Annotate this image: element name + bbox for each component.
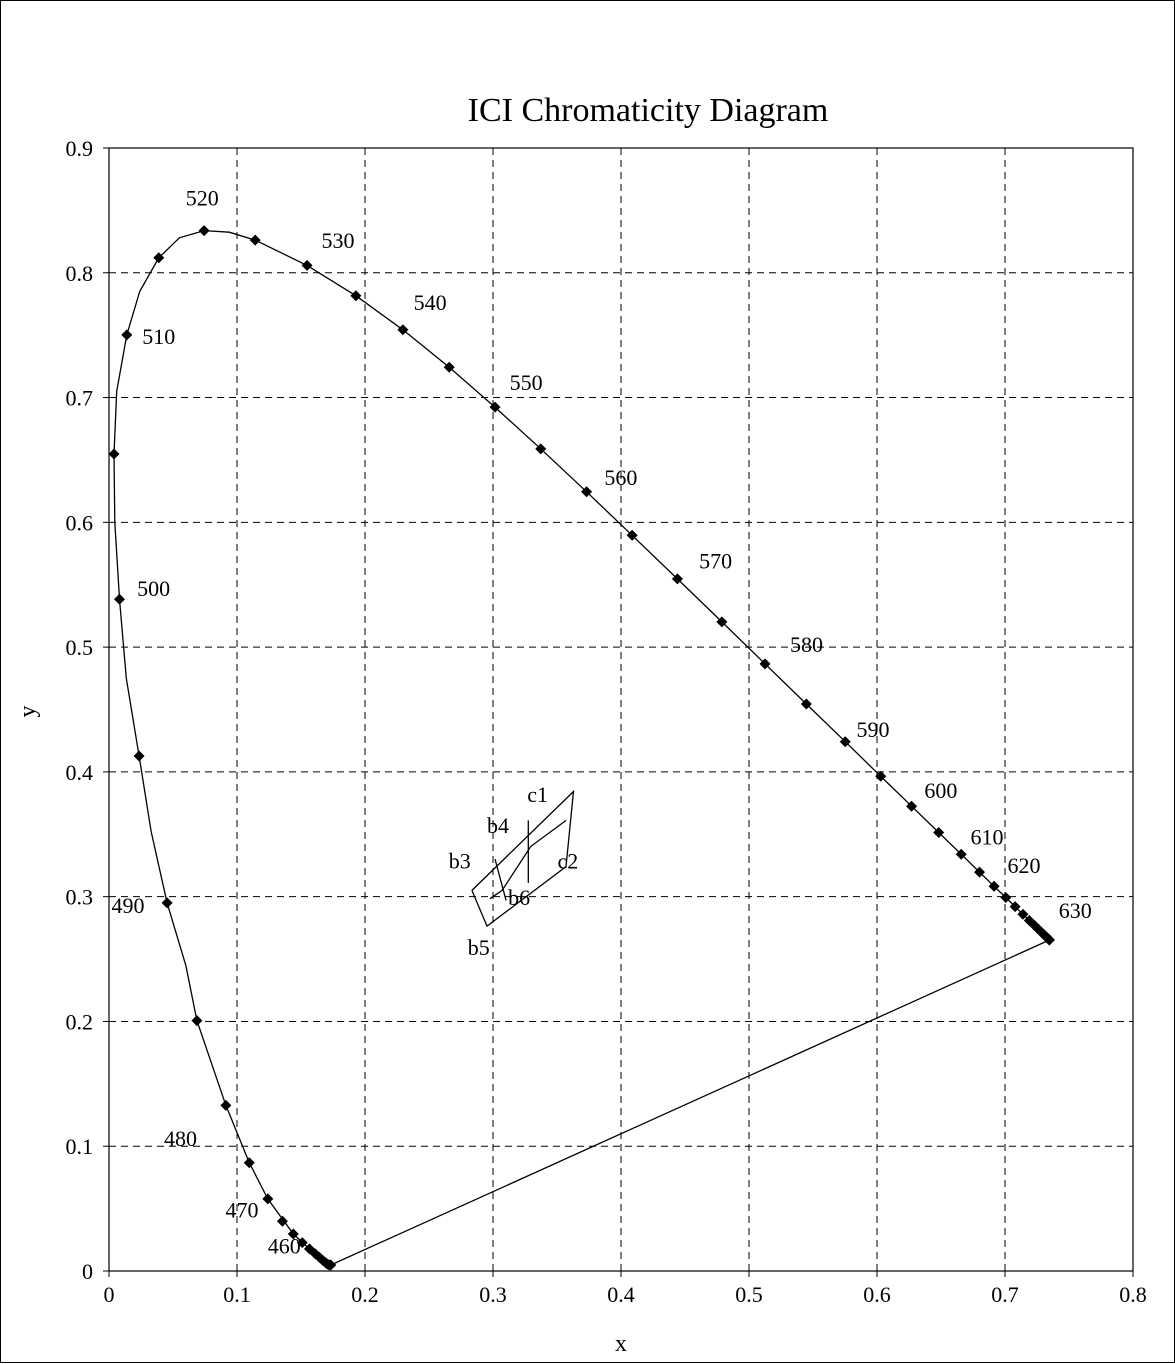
locus-marker xyxy=(535,443,547,455)
locus-marker xyxy=(198,225,210,237)
sample-line xyxy=(494,858,507,901)
x-tick-label: 0.1 xyxy=(223,1282,251,1307)
locus-marker xyxy=(262,1193,274,1205)
locus-marker xyxy=(933,827,945,839)
locus-marker xyxy=(243,1157,255,1169)
y-tick-label: 0.3 xyxy=(66,885,94,910)
wavelength-label: 500 xyxy=(137,576,170,601)
x-tick-label: 0 xyxy=(104,1282,115,1307)
y-tick-label: 0.8 xyxy=(66,261,94,286)
wavelength-label: 550 xyxy=(510,370,543,395)
locus-marker xyxy=(875,770,887,782)
x-tick-label: 0.8 xyxy=(1119,1282,1147,1307)
wavelength-label: 620 xyxy=(1008,853,1041,878)
locus-marker xyxy=(671,573,683,585)
sample-label: b3 xyxy=(449,849,471,874)
locus-marker xyxy=(301,259,313,271)
locus-marker xyxy=(249,234,261,246)
sample-label: b5 xyxy=(468,935,490,960)
locus-marker xyxy=(303,1243,315,1255)
locus-marker xyxy=(276,1215,288,1227)
wavelength-label: 480 xyxy=(164,1126,197,1151)
locus-marker xyxy=(121,329,133,341)
locus-marker xyxy=(759,658,771,670)
locus-marker xyxy=(350,290,362,302)
chart-title: ICI Chromaticity Diagram xyxy=(468,92,829,129)
wavelength-label: 520 xyxy=(186,185,219,210)
locus-marker xyxy=(489,401,501,413)
wavelength-label: 570 xyxy=(699,549,732,574)
locus-marker xyxy=(1009,901,1021,913)
locus-marker xyxy=(220,1099,232,1111)
wavelength-label: 540 xyxy=(414,290,447,315)
locus-marker xyxy=(443,361,455,373)
locus-marker xyxy=(626,529,638,541)
x-tick-label: 0.5 xyxy=(735,1282,763,1307)
wavelength-label: 610 xyxy=(970,824,1003,849)
sample-label: b4 xyxy=(487,813,509,838)
locus-marker xyxy=(161,897,173,909)
y-tick-label: 0.6 xyxy=(66,510,94,535)
wavelength-label: 460 xyxy=(268,1234,301,1259)
locus-marker xyxy=(716,616,728,628)
locus-marker xyxy=(153,252,165,264)
locus-marker xyxy=(296,1237,308,1249)
locus-marker xyxy=(988,880,1000,892)
sample-outline xyxy=(471,789,575,928)
x-tick-label: 0.3 xyxy=(479,1282,507,1307)
locus-marker xyxy=(974,866,986,878)
locus-marker xyxy=(133,750,145,762)
y-tick-label: 0.7 xyxy=(66,386,94,411)
spectral-locus-line xyxy=(113,229,1050,1266)
locus-marker xyxy=(108,448,120,460)
wavelength-label: 560 xyxy=(604,465,637,490)
tick-labels: 0 0.1 0.2 0.3 0.4 0.5 0.6 0.7 0.8 0 0.1 0.2 0.3 0.4 0.… xyxy=(66,136,1147,1307)
y-tick-label: 0.1 xyxy=(66,1134,94,1159)
wavelength-label: 490 xyxy=(112,893,145,918)
locus-marker xyxy=(113,593,125,605)
y-tick-label: 0.9 xyxy=(66,136,94,161)
wavelength-label: 630 xyxy=(1059,898,1092,923)
sample-label: c1 xyxy=(527,782,548,807)
locus-marker xyxy=(839,736,851,748)
locus-marker xyxy=(287,1228,299,1240)
wavelength-label: 590 xyxy=(857,717,890,742)
x-tick-label: 0.7 xyxy=(991,1282,1019,1307)
y-tick-label: 0 xyxy=(82,1259,93,1284)
sample-label: b6 xyxy=(508,885,530,910)
locus-marker xyxy=(581,486,593,498)
wavelength-labels: 460 470 480 490 500 510 520 530 540 550 560 570 580 5… xyxy=(112,185,1092,1258)
x-axis-label: x xyxy=(615,1331,627,1357)
locus-marker xyxy=(397,324,409,336)
locus-marker xyxy=(955,848,967,860)
y-tick-label: 0.2 xyxy=(66,1009,94,1034)
locus-marker xyxy=(906,800,918,812)
wavelength-label: 530 xyxy=(321,228,354,253)
purple-line xyxy=(330,939,1050,1266)
wavelength-label: 510 xyxy=(142,324,175,349)
locus-marker xyxy=(1017,908,1029,920)
y-tick-label: 0.5 xyxy=(66,635,94,660)
x-tick-label: 0.2 xyxy=(351,1282,379,1307)
y-axis-label: y xyxy=(15,706,41,718)
locus-marker xyxy=(191,1015,203,1027)
locus-marker xyxy=(1043,934,1055,946)
wavelength-label: 600 xyxy=(924,778,957,803)
series xyxy=(108,225,1055,1271)
wavelength-label: 470 xyxy=(225,1197,258,1222)
wavelength-label: 580 xyxy=(790,632,823,657)
sample-label: c2 xyxy=(558,849,579,874)
x-tick-label: 0.4 xyxy=(607,1282,635,1307)
grid xyxy=(109,148,1133,1271)
sample-line xyxy=(489,819,567,900)
sample-region: c1 b4 b3 c2 b6 b5 xyxy=(449,782,579,960)
locus-marker xyxy=(800,698,812,710)
x-tick-label: 0.6 xyxy=(863,1282,891,1307)
y-tick-label: 0.4 xyxy=(66,760,94,785)
locus-marker xyxy=(1000,892,1012,904)
